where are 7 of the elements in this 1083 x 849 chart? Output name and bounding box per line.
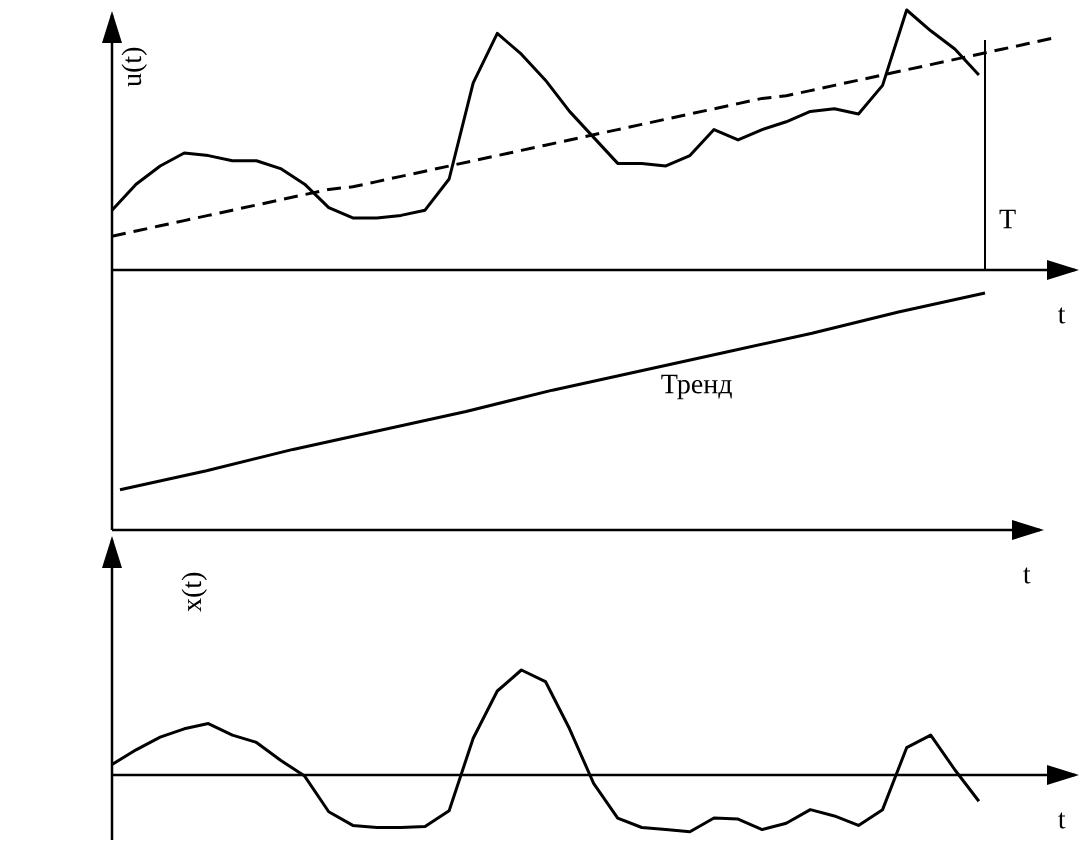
y-axis-title: u(t)	[121, 47, 147, 87]
annotation: T	[999, 209, 1016, 229]
annotation: Тренд	[661, 374, 732, 400]
x-axis-title: t	[1058, 812, 1066, 829]
x-axis-title: t	[1057, 307, 1066, 324]
y-axis-title: x(t)	[181, 572, 207, 612]
x-axis-title: t	[1023, 567, 1031, 584]
